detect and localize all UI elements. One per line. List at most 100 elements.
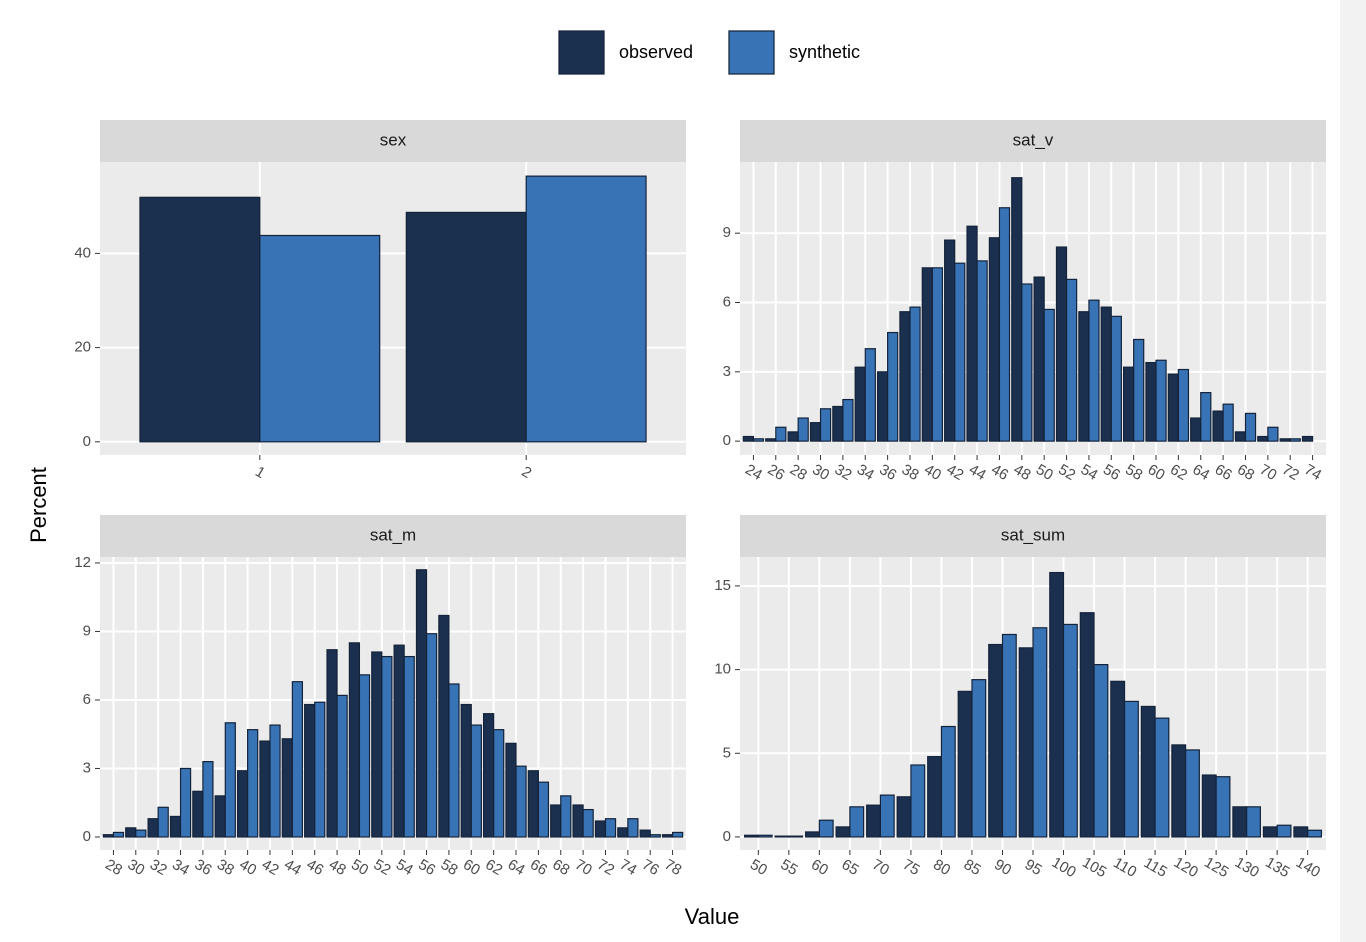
x-tick-label: 46 (304, 856, 327, 879)
bar (818, 819, 834, 838)
x-tick-label: 85 (961, 856, 984, 879)
bar (966, 225, 978, 442)
x-tick-label: 32 (832, 461, 855, 484)
bar (236, 770, 249, 838)
bar (1110, 315, 1122, 442)
bar (247, 729, 259, 838)
bar (1062, 623, 1078, 838)
bar (438, 614, 450, 838)
bar (927, 756, 943, 838)
x-tick-label: 66 (1212, 461, 1235, 484)
y-tick-label: 0 (83, 828, 91, 845)
bar (214, 795, 226, 838)
bar (393, 644, 405, 838)
y-tick-label: 0 (723, 432, 731, 449)
x-tick-label: 44 (966, 461, 989, 484)
x-tick-label: 40 (236, 856, 259, 879)
x-tick-label: 64 (505, 856, 528, 879)
bar (1293, 826, 1309, 838)
bar (582, 808, 594, 838)
bar (1177, 368, 1190, 442)
bar (887, 331, 899, 442)
x-tick-label: 42 (944, 461, 967, 484)
bar (460, 703, 472, 838)
x-tick-label: 38 (899, 461, 922, 484)
bar (1043, 308, 1055, 442)
strip-background (100, 515, 686, 557)
bar (1122, 366, 1135, 442)
x-tick-label: 58 (438, 856, 461, 879)
bar (1171, 744, 1187, 838)
bar (809, 422, 822, 442)
bar (550, 804, 562, 838)
bar (537, 781, 550, 838)
x-tick-label: 34 (854, 461, 877, 484)
x-tick-label: 80 (930, 856, 953, 879)
bar (425, 633, 438, 838)
x-tick-label: 36 (876, 461, 899, 484)
x-tick-label: 90 (991, 856, 1014, 879)
bar (125, 827, 137, 838)
bar (1167, 373, 1179, 442)
bar (743, 834, 759, 838)
bar (1055, 246, 1068, 442)
bar (1190, 417, 1202, 442)
bar (998, 207, 1011, 442)
x-tick-label: 70 (1257, 461, 1280, 484)
x-tick-label: 75 (900, 856, 923, 879)
bar (102, 834, 115, 838)
bar (1110, 680, 1126, 838)
strip-background (740, 515, 1326, 557)
bar (1154, 717, 1170, 838)
legend-swatch (728, 30, 775, 75)
y-tick-label: 6 (723, 293, 731, 310)
bar (179, 767, 192, 838)
y-tick-label: 5 (723, 744, 731, 761)
x-tick-label: 42 (259, 856, 282, 879)
bar (971, 679, 987, 838)
bar (259, 740, 271, 838)
bar (381, 655, 393, 838)
x-tick-label: 48 (1011, 461, 1034, 484)
bar (757, 834, 773, 838)
x-tick-label: 56 (1100, 461, 1123, 484)
bar (910, 764, 926, 838)
bar (1215, 776, 1231, 838)
y-tick-label: 0 (723, 828, 731, 845)
y-tick-label: 3 (83, 759, 91, 776)
x-tick-label: 34 (169, 856, 192, 879)
bar (482, 713, 495, 838)
bar (1093, 663, 1109, 838)
bar (560, 795, 572, 838)
bar (470, 724, 482, 838)
bar (358, 674, 371, 838)
strip-label: sat_m (370, 525, 416, 544)
bar (742, 435, 755, 442)
y-tick-label: 0 (83, 433, 91, 450)
bar (515, 765, 527, 838)
y-tick-label: 3 (723, 363, 731, 380)
bar (976, 260, 988, 442)
bar (169, 815, 182, 838)
bar (1257, 435, 1269, 442)
x-tick-label: 60 (460, 856, 483, 879)
bar (671, 831, 684, 838)
x-tick-label: 78 (661, 856, 684, 879)
bar (954, 262, 966, 442)
x-tick-label: 66 (527, 856, 550, 879)
x-tick-label: 62 (482, 856, 505, 879)
bar (1011, 177, 1023, 442)
y-tick-label: 12 (74, 554, 91, 571)
bar (864, 348, 876, 442)
x-tick-label: 54 (393, 856, 416, 879)
y-tick-label: 9 (83, 622, 91, 639)
bar (281, 738, 293, 838)
bar (505, 742, 517, 838)
x-tick-label: 46 (988, 461, 1011, 484)
bar (1301, 435, 1314, 442)
bar (405, 211, 527, 443)
x-tick-label: 40 (921, 461, 944, 484)
bar (1145, 361, 1157, 442)
bar (1307, 829, 1323, 838)
bar (765, 438, 777, 442)
